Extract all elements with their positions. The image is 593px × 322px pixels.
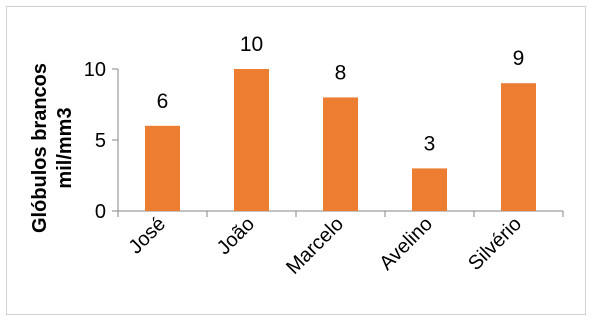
x-tick-label-4: Silvério: [464, 213, 526, 275]
y-axis-label-line-2: mil/mm3: [54, 107, 76, 188]
x-tick-label-1: João: [213, 213, 259, 259]
bar-0: [145, 125, 180, 211]
data-label-1: 10: [240, 33, 263, 56]
x-tick-label-2: Marcelo: [282, 213, 348, 279]
y-axis-label-line-1: Glóbulos brancos: [29, 63, 51, 233]
y-tick-label: 0: [95, 201, 106, 223]
bar-1: [234, 69, 269, 211]
data-label-3: 3: [424, 132, 436, 155]
data-label-0: 6: [157, 90, 169, 113]
bar-2: [323, 97, 358, 211]
y-tick-label: 10: [84, 59, 106, 81]
bar-4: [501, 83, 536, 211]
data-label-2: 8: [335, 61, 347, 84]
bar-3: [412, 168, 447, 211]
y-tick-label: 5: [95, 130, 106, 152]
data-label-4: 9: [513, 47, 525, 70]
x-tick-label-0: José: [125, 213, 170, 258]
x-tick-label-3: Avelino: [375, 213, 437, 275]
plot-area: 0 5 10 6 José 10 João 8 Marcelo 3 Avelino 9 Silvério: [84, 33, 564, 279]
chart-frame: [6, 6, 586, 315]
